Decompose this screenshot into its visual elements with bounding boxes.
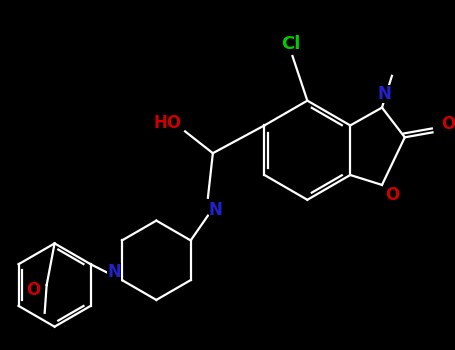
- Text: O: O: [385, 186, 399, 204]
- Text: O: O: [25, 281, 40, 299]
- Text: N: N: [377, 85, 391, 103]
- Text: Cl: Cl: [281, 35, 300, 53]
- Text: HO: HO: [153, 114, 181, 132]
- Text: N: N: [209, 201, 223, 219]
- Text: N: N: [107, 263, 121, 281]
- Text: O: O: [441, 116, 455, 133]
